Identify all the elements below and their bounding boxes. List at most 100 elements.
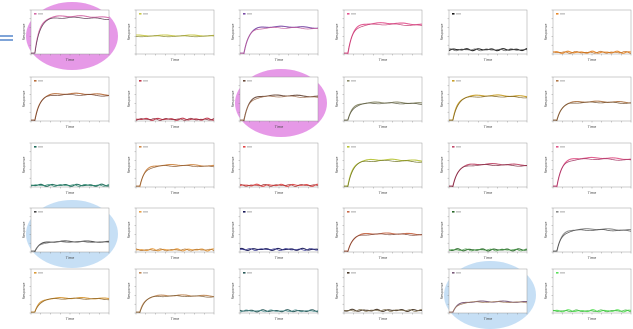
panel-0-1-ylabel: Response bbox=[127, 24, 131, 41]
panel-3-0-legend-swatch bbox=[34, 211, 37, 213]
panel-3-2-legend-swatch-2 bbox=[247, 211, 252, 213]
panel-2-2-legend-swatch bbox=[243, 146, 246, 148]
panel-4-0-series-1 bbox=[31, 297, 110, 313]
panel-2-5-legend-swatch-2 bbox=[560, 146, 565, 148]
panel-1-2-frame bbox=[239, 76, 319, 122]
panel-4-4-legend-swatch bbox=[452, 272, 455, 274]
panel-2-0-frame bbox=[30, 142, 110, 188]
panel-2-1-xlabel: Time bbox=[170, 191, 180, 195]
panel-4-1-legend-swatch-2 bbox=[143, 272, 148, 274]
panel-4-0-frame bbox=[30, 268, 110, 314]
panel-3-1-legend-swatch bbox=[139, 211, 142, 213]
panel-4-2-legend-swatch bbox=[243, 272, 246, 274]
panel-3-5-xlabel: Time bbox=[587, 256, 597, 260]
panel-2-0-legend-swatch bbox=[34, 146, 37, 148]
panel-0-2-series-1 bbox=[240, 27, 319, 54]
panel-4-1-xlabel: Time bbox=[170, 317, 180, 321]
panel-0-4-ylabel: Response bbox=[440, 24, 444, 41]
panel-4-3-xlabel: Time bbox=[378, 317, 388, 321]
panel-2-5-frame bbox=[552, 142, 632, 188]
panel-4-2-xlabel: Time bbox=[274, 317, 284, 321]
panel-2-0-series-1 bbox=[30, 184, 110, 187]
panel-1-4-legend-swatch-2 bbox=[456, 80, 461, 82]
panel-1-1-frame bbox=[135, 76, 215, 122]
panel-2-2-series-1 bbox=[239, 183, 319, 187]
panel-0-4-legend-swatch-2 bbox=[456, 13, 461, 15]
panel-0-4-legend-swatch bbox=[452, 13, 455, 15]
panel-0-0-legend-swatch bbox=[34, 13, 37, 15]
panel-3-4-frame bbox=[448, 207, 528, 253]
panel-4-5-legend-swatch bbox=[556, 272, 559, 274]
panel-0-2-ylabel: Response bbox=[231, 24, 235, 41]
panel-4-2-series-1 bbox=[239, 309, 319, 313]
panel-1-3-xlabel: Time bbox=[378, 125, 388, 129]
panel-2-4-legend-swatch-2 bbox=[456, 146, 461, 148]
panel-4-1-ylabel: Response bbox=[127, 283, 131, 300]
panel-3-3-legend-swatch bbox=[347, 211, 350, 213]
panel-3-1-frame bbox=[135, 207, 215, 253]
panel-0-1-legend-swatch-2 bbox=[143, 13, 148, 15]
panel-1-2-ylabel: Response bbox=[231, 91, 235, 108]
panel-3-1-ylabel: Response bbox=[127, 222, 131, 239]
panel-0-3-ylabel: Response bbox=[335, 24, 339, 41]
panel-2-1-series-0 bbox=[136, 163, 215, 188]
panel-2-1-legend-swatch bbox=[139, 146, 142, 148]
panel-4-3-frame bbox=[343, 268, 423, 314]
panel-1-4-xlabel: Time bbox=[483, 125, 493, 129]
panel-3-1-series-1 bbox=[135, 248, 215, 252]
panel-1-3-legend-swatch-2 bbox=[351, 80, 356, 82]
panel-1-0-ylabel: Response bbox=[22, 91, 26, 108]
panel-2-2-legend-swatch-2 bbox=[247, 146, 252, 148]
panel-1-4-ylabel: Response bbox=[440, 91, 444, 108]
panel-2-4-ylabel: Response bbox=[440, 157, 444, 174]
panel-1-1-series-1 bbox=[135, 117, 215, 121]
panel-0-5-series-1 bbox=[552, 50, 632, 54]
panel-4-4-series-1 bbox=[449, 301, 528, 313]
panel-1-2-legend-swatch bbox=[243, 80, 246, 82]
panel-1-2-series-1 bbox=[240, 95, 319, 121]
panel-3-2-series-0 bbox=[239, 247, 319, 252]
panel-3-3-ylabel: Response bbox=[335, 222, 339, 239]
panel-4-5-frame bbox=[552, 268, 632, 314]
panel-1-0-legend-swatch-2 bbox=[38, 80, 43, 82]
panel-2-3-xlabel: Time bbox=[378, 191, 388, 195]
panel-1-1-legend-swatch-2 bbox=[143, 80, 148, 82]
panel-4-3-ylabel: Response bbox=[335, 283, 339, 300]
panel-2-3-series-1 bbox=[344, 159, 423, 187]
panel-1-0-series-1 bbox=[31, 93, 110, 122]
panel-0-1-series-1 bbox=[135, 35, 215, 38]
panel-0-3-series-1 bbox=[344, 23, 423, 54]
panel-4-0-xlabel: Time bbox=[65, 317, 75, 321]
panel-4-3-legend-swatch bbox=[347, 272, 350, 274]
panel-3-4-series-1 bbox=[448, 248, 528, 252]
panel-2-5-series-1 bbox=[553, 158, 632, 187]
panel-0-5-ylabel: Response bbox=[544, 24, 548, 41]
panel-2-3-legend-swatch bbox=[347, 146, 350, 148]
panel-1-1-ylabel: Response bbox=[127, 91, 131, 108]
panel-4-5-legend-swatch-2 bbox=[560, 272, 565, 274]
panel-1-4-frame bbox=[448, 76, 528, 122]
panel-0-5-series-0 bbox=[552, 50, 632, 54]
panel-0-2-series-0 bbox=[240, 25, 319, 55]
panel-0-5-frame bbox=[552, 9, 632, 55]
panel-0-1-legend-swatch bbox=[139, 13, 142, 15]
panel-0-4-xlabel: Time bbox=[483, 58, 493, 62]
panel-4-5-series-1 bbox=[552, 309, 632, 313]
panel-1-0-xlabel: Time bbox=[65, 125, 75, 129]
panel-1-3-legend-swatch bbox=[347, 80, 350, 82]
panel-0-3-series-0 bbox=[344, 22, 423, 55]
panel-1-4-series-1 bbox=[449, 95, 528, 121]
panel-4-1-series-1 bbox=[136, 295, 215, 314]
panel-2-0-ylabel: Response bbox=[22, 157, 26, 174]
panel-3-0-xlabel: Time bbox=[65, 256, 75, 260]
panel-4-2-frame bbox=[239, 268, 319, 314]
panel-3-3-series-1 bbox=[344, 233, 423, 253]
panel-4-2-ylabel: Response bbox=[231, 283, 235, 300]
panel-0-3-xlabel: Time bbox=[378, 58, 388, 62]
panel-0-3-legend-swatch-2 bbox=[351, 13, 356, 15]
panel-0-0-xlabel: Time bbox=[65, 58, 75, 62]
panel-1-2-xlabel: Time bbox=[274, 125, 284, 129]
panel-1-5-legend-swatch bbox=[556, 80, 559, 82]
panel-2-5-legend-swatch bbox=[556, 146, 559, 148]
